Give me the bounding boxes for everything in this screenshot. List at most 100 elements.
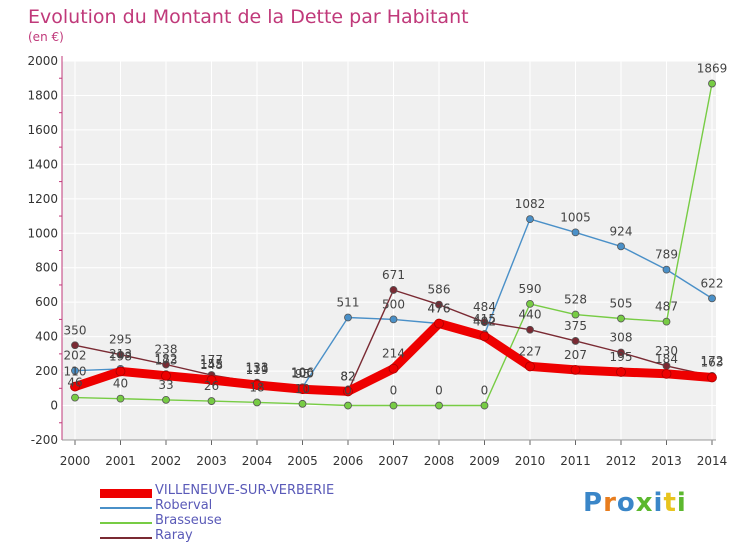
data-point bbox=[389, 315, 398, 324]
x-tick-label: 2001 bbox=[105, 454, 136, 468]
x-tick-label: 2002 bbox=[151, 454, 182, 468]
data-label: 295 bbox=[109, 333, 132, 347]
data-label: 10 bbox=[295, 382, 310, 396]
legend-swatch bbox=[100, 507, 152, 509]
data-point bbox=[434, 318, 444, 329]
logo-letter: i bbox=[676, 488, 687, 518]
x-tick-label: 2009 bbox=[469, 454, 500, 468]
x-tick-label: 2004 bbox=[242, 454, 273, 468]
data-point bbox=[71, 366, 79, 375]
data-label: 500 bbox=[382, 297, 405, 311]
data-label: 207 bbox=[564, 348, 587, 362]
legend-label: VILLENEUVE-SUR-VERBERIE bbox=[155, 483, 335, 498]
data-point bbox=[344, 313, 352, 322]
data-point bbox=[526, 300, 534, 308]
data-label: 214 bbox=[382, 347, 405, 361]
y-tick-label: 0 bbox=[50, 399, 58, 413]
x-tick-label: 2005 bbox=[287, 454, 318, 468]
data-point bbox=[617, 348, 625, 357]
data-label: 476 bbox=[428, 302, 451, 316]
data-label: 172 bbox=[701, 354, 724, 368]
legend-swatch bbox=[100, 522, 152, 524]
data-point bbox=[571, 228, 580, 237]
x-tick-label: 2008 bbox=[424, 454, 455, 468]
data-label: 163 bbox=[701, 355, 724, 369]
data-label: 924 bbox=[610, 224, 633, 238]
data-point bbox=[479, 331, 490, 342]
y-tick-label: 2000 bbox=[27, 54, 58, 68]
y-tick-label: 1600 bbox=[27, 123, 58, 137]
y-tick-label: 600 bbox=[35, 295, 58, 309]
logo-letter: r bbox=[603, 488, 617, 518]
data-point bbox=[571, 310, 580, 319]
data-point bbox=[661, 368, 672, 379]
data-label: 528 bbox=[564, 293, 587, 307]
data-label: 350 bbox=[64, 323, 87, 337]
data-label: 415 bbox=[473, 312, 496, 326]
data-point bbox=[525, 361, 535, 372]
x-tick-label: 2003 bbox=[196, 454, 227, 468]
data-point bbox=[161, 370, 171, 381]
data-point bbox=[435, 401, 443, 410]
data-label: 26 bbox=[204, 379, 219, 393]
data-point bbox=[617, 242, 625, 251]
y-tick-label: 200 bbox=[35, 364, 58, 378]
data-label: 402 bbox=[473, 314, 496, 328]
y-tick-label: 1800 bbox=[27, 88, 58, 102]
data-point bbox=[571, 337, 580, 345]
legend-swatch bbox=[100, 537, 152, 539]
data-point bbox=[616, 367, 626, 377]
y-tick-label: 1200 bbox=[27, 192, 58, 206]
legend-label: Roberval bbox=[155, 498, 213, 513]
data-label: 590 bbox=[519, 282, 542, 296]
data-label: 622 bbox=[701, 276, 724, 290]
data-label: 0 bbox=[390, 384, 398, 398]
data-label: 586 bbox=[428, 283, 451, 297]
data-label: 213 bbox=[109, 347, 132, 361]
data-point bbox=[570, 364, 581, 375]
y-tick-label: -200 bbox=[31, 433, 58, 447]
data-label: 671 bbox=[382, 268, 405, 282]
data-label: 148 bbox=[200, 358, 223, 372]
x-tick-label: 2012 bbox=[606, 454, 637, 468]
y-tick-label: 1000 bbox=[27, 226, 58, 240]
data-point bbox=[617, 314, 625, 323]
data-point bbox=[480, 401, 489, 410]
data-label: 119 bbox=[246, 363, 269, 377]
data-label: 198 bbox=[109, 349, 132, 363]
data-label: 182 bbox=[155, 352, 178, 366]
data-label: 505 bbox=[610, 297, 633, 311]
data-label: 308 bbox=[610, 330, 633, 344]
data-label: 476 bbox=[428, 302, 451, 316]
data-label: 155 bbox=[200, 357, 223, 371]
data-label: 789 bbox=[655, 248, 678, 262]
logo-letter: t bbox=[663, 488, 677, 518]
y-tick-label: 1400 bbox=[27, 157, 58, 171]
data-label: 82 bbox=[340, 369, 355, 383]
data-point bbox=[298, 399, 307, 408]
proxiti-logo: Proxiti bbox=[583, 488, 687, 518]
data-label: 1082 bbox=[515, 197, 546, 211]
data-label: 484 bbox=[473, 300, 496, 314]
data-label: 106 bbox=[291, 365, 314, 379]
data-point bbox=[116, 394, 125, 403]
data-point bbox=[253, 398, 261, 407]
data-label: 33 bbox=[158, 378, 173, 392]
data-point bbox=[116, 350, 125, 359]
data-label: 110 bbox=[64, 365, 87, 379]
data-label: 18 bbox=[249, 380, 264, 394]
data-point bbox=[526, 215, 534, 224]
data-point bbox=[70, 381, 80, 392]
data-point bbox=[71, 393, 79, 402]
data-point bbox=[252, 380, 262, 390]
logo-letter: o bbox=[616, 488, 636, 518]
data-label: 82 bbox=[340, 369, 355, 383]
data-point bbox=[388, 363, 399, 374]
data-point bbox=[297, 384, 308, 395]
data-point bbox=[480, 318, 489, 327]
x-tick-label: 2014 bbox=[697, 454, 728, 468]
data-point bbox=[435, 300, 443, 309]
data-point bbox=[526, 325, 534, 334]
data-point bbox=[662, 317, 671, 326]
logo-letter: i bbox=[653, 488, 664, 518]
